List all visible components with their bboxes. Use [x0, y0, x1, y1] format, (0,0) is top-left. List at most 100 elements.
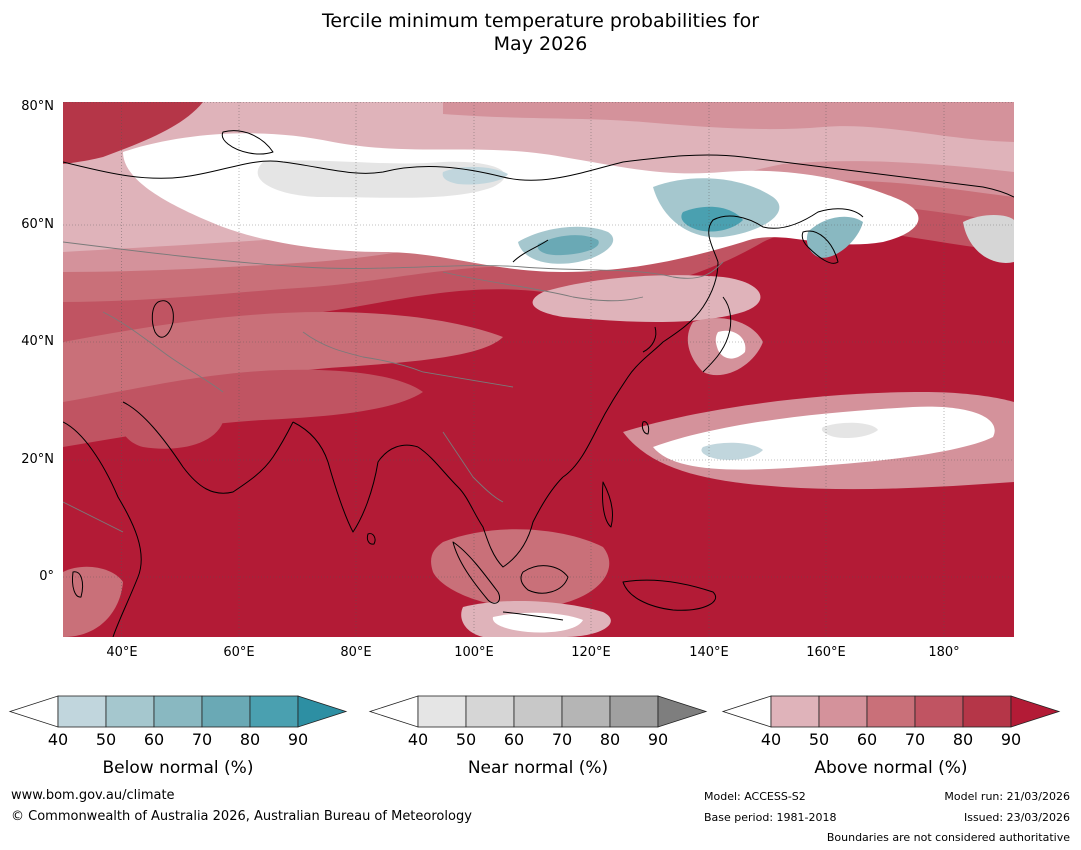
region-china-ne-white: [532, 275, 761, 322]
colorbar-above-normal: 40 50 60 70 80 90 Above normal (%): [721, 694, 1063, 784]
lon-label-100e: 100°E: [454, 645, 494, 660]
coast-borneo: [520, 565, 569, 594]
tick-below-40: 40: [47, 730, 69, 749]
border-russia-south: [63, 241, 724, 279]
coast-new-guinea: [622, 579, 716, 611]
region-maritime-60: [431, 529, 610, 608]
tick-above-70: 70: [904, 730, 926, 749]
tick-near-80: 80: [599, 730, 621, 749]
swatch-near-40-50: [417, 695, 467, 728]
swatch-above-80-90: [962, 695, 1012, 728]
lon-label-60e: 60°E: [223, 645, 255, 660]
swatch-below-50-60: [105, 695, 155, 728]
coast-taiwan: [641, 421, 650, 435]
tick-near-60: 60: [503, 730, 525, 749]
colorbar-below-swatches: [8, 695, 348, 728]
colorbar-above-title: Above normal (%): [814, 758, 968, 778]
border-mongolia: [442, 271, 644, 302]
swatch-near-80-90: [609, 695, 659, 728]
region-arctic-red: [63, 102, 203, 164]
lat-label-equator: 0°: [39, 569, 54, 584]
swatch-near-70-80: [561, 695, 611, 728]
tick-above-50: 50: [808, 730, 830, 749]
coast-arctic: [63, 154, 1014, 198]
region-below-okhotsk-core: [681, 206, 743, 232]
footer-copyright: © Commonwealth of Australia 2026, Austra…: [11, 809, 472, 824]
footer-disclaimer: Boundaries are not considered authoritat…: [826, 831, 1070, 844]
colorbar-below-normal: 40 50 60 70 80 90 Below normal (%): [8, 694, 350, 784]
lon-label-160e: 160°E: [806, 645, 846, 660]
coastlines: [63, 130, 1014, 637]
lat-label-60n: 60°N: [21, 217, 54, 232]
tick-near-40: 40: [407, 730, 429, 749]
coast-china: [562, 261, 719, 478]
footer-base-period: Base period: 1981-2018: [704, 811, 837, 824]
swatch-below-lower: [8, 695, 59, 728]
colorbar-near-normal: 40 50 60 70 80 90 Near normal (%): [368, 694, 710, 784]
swatch-below-80-90: [249, 695, 299, 728]
map-title-line2: May 2026: [493, 33, 588, 55]
coast-india: [292, 421, 419, 533]
probability-map: [63, 102, 1014, 637]
footer-model-run: Model run: 21/03/2026: [944, 790, 1070, 803]
tick-above-60: 60: [856, 730, 878, 749]
swatch-near-upper: [657, 695, 708, 728]
coast-korea: [642, 326, 657, 353]
swatch-above-60-70: [866, 695, 916, 728]
region-below-east-edge: [963, 215, 1014, 263]
tick-near-50: 50: [455, 730, 477, 749]
footer-issued: Issued: 23/03/2026: [963, 811, 1070, 824]
lon-label-40e: 40°E: [106, 645, 138, 660]
tick-below-70: 70: [191, 730, 213, 749]
region-below-kamchatka: [806, 216, 863, 258]
coast-novaya-zemlya: [221, 130, 274, 155]
tick-near-90: 90: [647, 730, 669, 749]
coast-madagascar: [72, 571, 84, 598]
tick-below-50: 50: [95, 730, 117, 749]
coast-sumatra: [452, 541, 501, 604]
tick-below-80: 80: [239, 730, 261, 749]
coast-java: [502, 611, 564, 621]
region-below-baikal-core: [537, 235, 599, 256]
border-china-west: [302, 331, 514, 388]
tick-near-70: 70: [551, 730, 573, 749]
colorbar-below-title: Below normal (%): [102, 758, 254, 778]
colorbar-near-title: Near normal (%): [467, 758, 609, 778]
footer-website-link[interactable]: www.bom.gov.au/climate: [11, 788, 175, 803]
lon-label-180: 180°: [928, 645, 960, 660]
coast-philippines: [602, 481, 614, 528]
footer-model: Model: ACCESS-S2: [704, 790, 806, 803]
coast-sri-lanka: [366, 533, 376, 545]
swatch-above-50-60: [818, 695, 868, 728]
coast-caspian: [151, 300, 174, 338]
region-siberia-grey: [257, 160, 505, 198]
region-maritime-white: [492, 612, 583, 633]
border-middle-east: [102, 311, 224, 393]
lon-label-120e: 120°E: [571, 645, 611, 660]
region-japan-white: [715, 330, 746, 359]
coast-arabia: [122, 401, 294, 494]
coast-japan: [702, 296, 732, 373]
region-pacific-teal: [701, 442, 763, 460]
coast-okhotsk: [708, 208, 864, 263]
swatch-above-40-50: [770, 695, 820, 728]
region-arabia-70: [119, 398, 223, 449]
region-africa-60: [63, 566, 123, 637]
graticule: [63, 102, 1014, 637]
region-arctic-pink: [443, 102, 1014, 142]
tick-above-90: 90: [1000, 730, 1022, 749]
colorbar-near-swatches: [368, 695, 708, 728]
lon-label-80e: 80°E: [340, 645, 372, 660]
colorbar-above-swatches: [721, 695, 1061, 728]
swatch-below-70-80: [201, 695, 251, 728]
map-title-line1: Tercile minimum temperature probabilitie…: [321, 10, 760, 32]
region-pacific-grey: [821, 422, 878, 438]
swatch-above-70-80: [914, 695, 964, 728]
swatch-below-40-50: [57, 695, 107, 728]
coast-se-asia: [417, 446, 564, 568]
tick-below-90: 90: [287, 730, 309, 749]
coast-baikal: [512, 239, 549, 263]
swatch-above-lower: [721, 695, 772, 728]
border-se-asia: [442, 431, 504, 503]
swatch-near-60-70: [513, 695, 563, 728]
